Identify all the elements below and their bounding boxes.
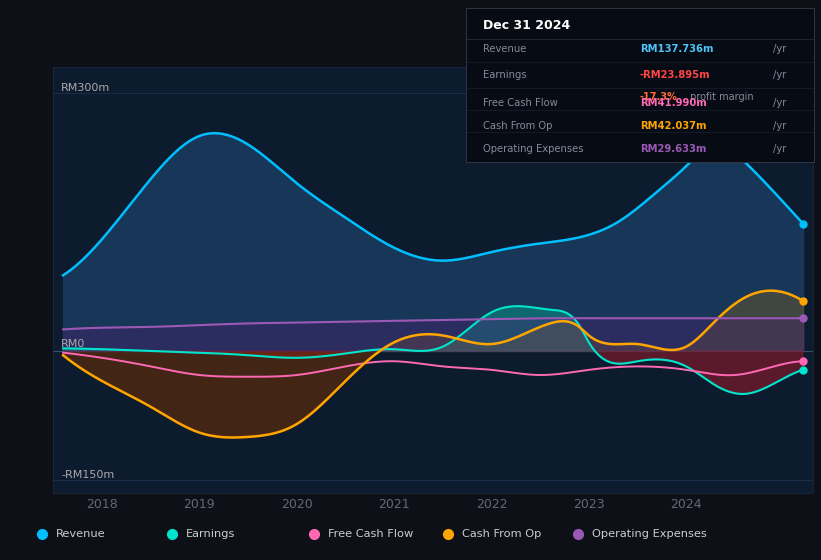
Text: Cash From Op: Cash From Op [461,529,541,539]
Text: /yr: /yr [773,98,786,108]
Text: Free Cash Flow: Free Cash Flow [328,529,413,539]
Text: Revenue: Revenue [483,44,526,54]
Text: RM41.990m: RM41.990m [640,98,707,108]
Text: /yr: /yr [773,121,786,131]
Text: -17.3%: -17.3% [640,91,677,101]
Text: RM29.633m: RM29.633m [640,144,706,154]
Text: RM137.736m: RM137.736m [640,44,713,54]
Text: /yr: /yr [773,70,786,80]
Text: -RM150m: -RM150m [61,470,114,480]
Text: RM300m: RM300m [61,83,110,93]
Text: Cash From Op: Cash From Op [483,121,553,131]
Text: Earnings: Earnings [186,529,236,539]
Text: Operating Expenses: Operating Expenses [483,144,584,154]
Text: Earnings: Earnings [483,70,526,80]
Text: RM42.037m: RM42.037m [640,121,706,131]
Text: profit margin: profit margin [687,91,754,101]
Text: RM0: RM0 [61,339,85,349]
Text: /yr: /yr [773,144,786,154]
Text: Operating Expenses: Operating Expenses [592,529,707,539]
Text: Revenue: Revenue [56,529,105,539]
Text: /yr: /yr [773,44,786,54]
Text: Free Cash Flow: Free Cash Flow [483,98,557,108]
Text: Dec 31 2024: Dec 31 2024 [483,19,571,32]
Text: -RM23.895m: -RM23.895m [640,70,711,80]
